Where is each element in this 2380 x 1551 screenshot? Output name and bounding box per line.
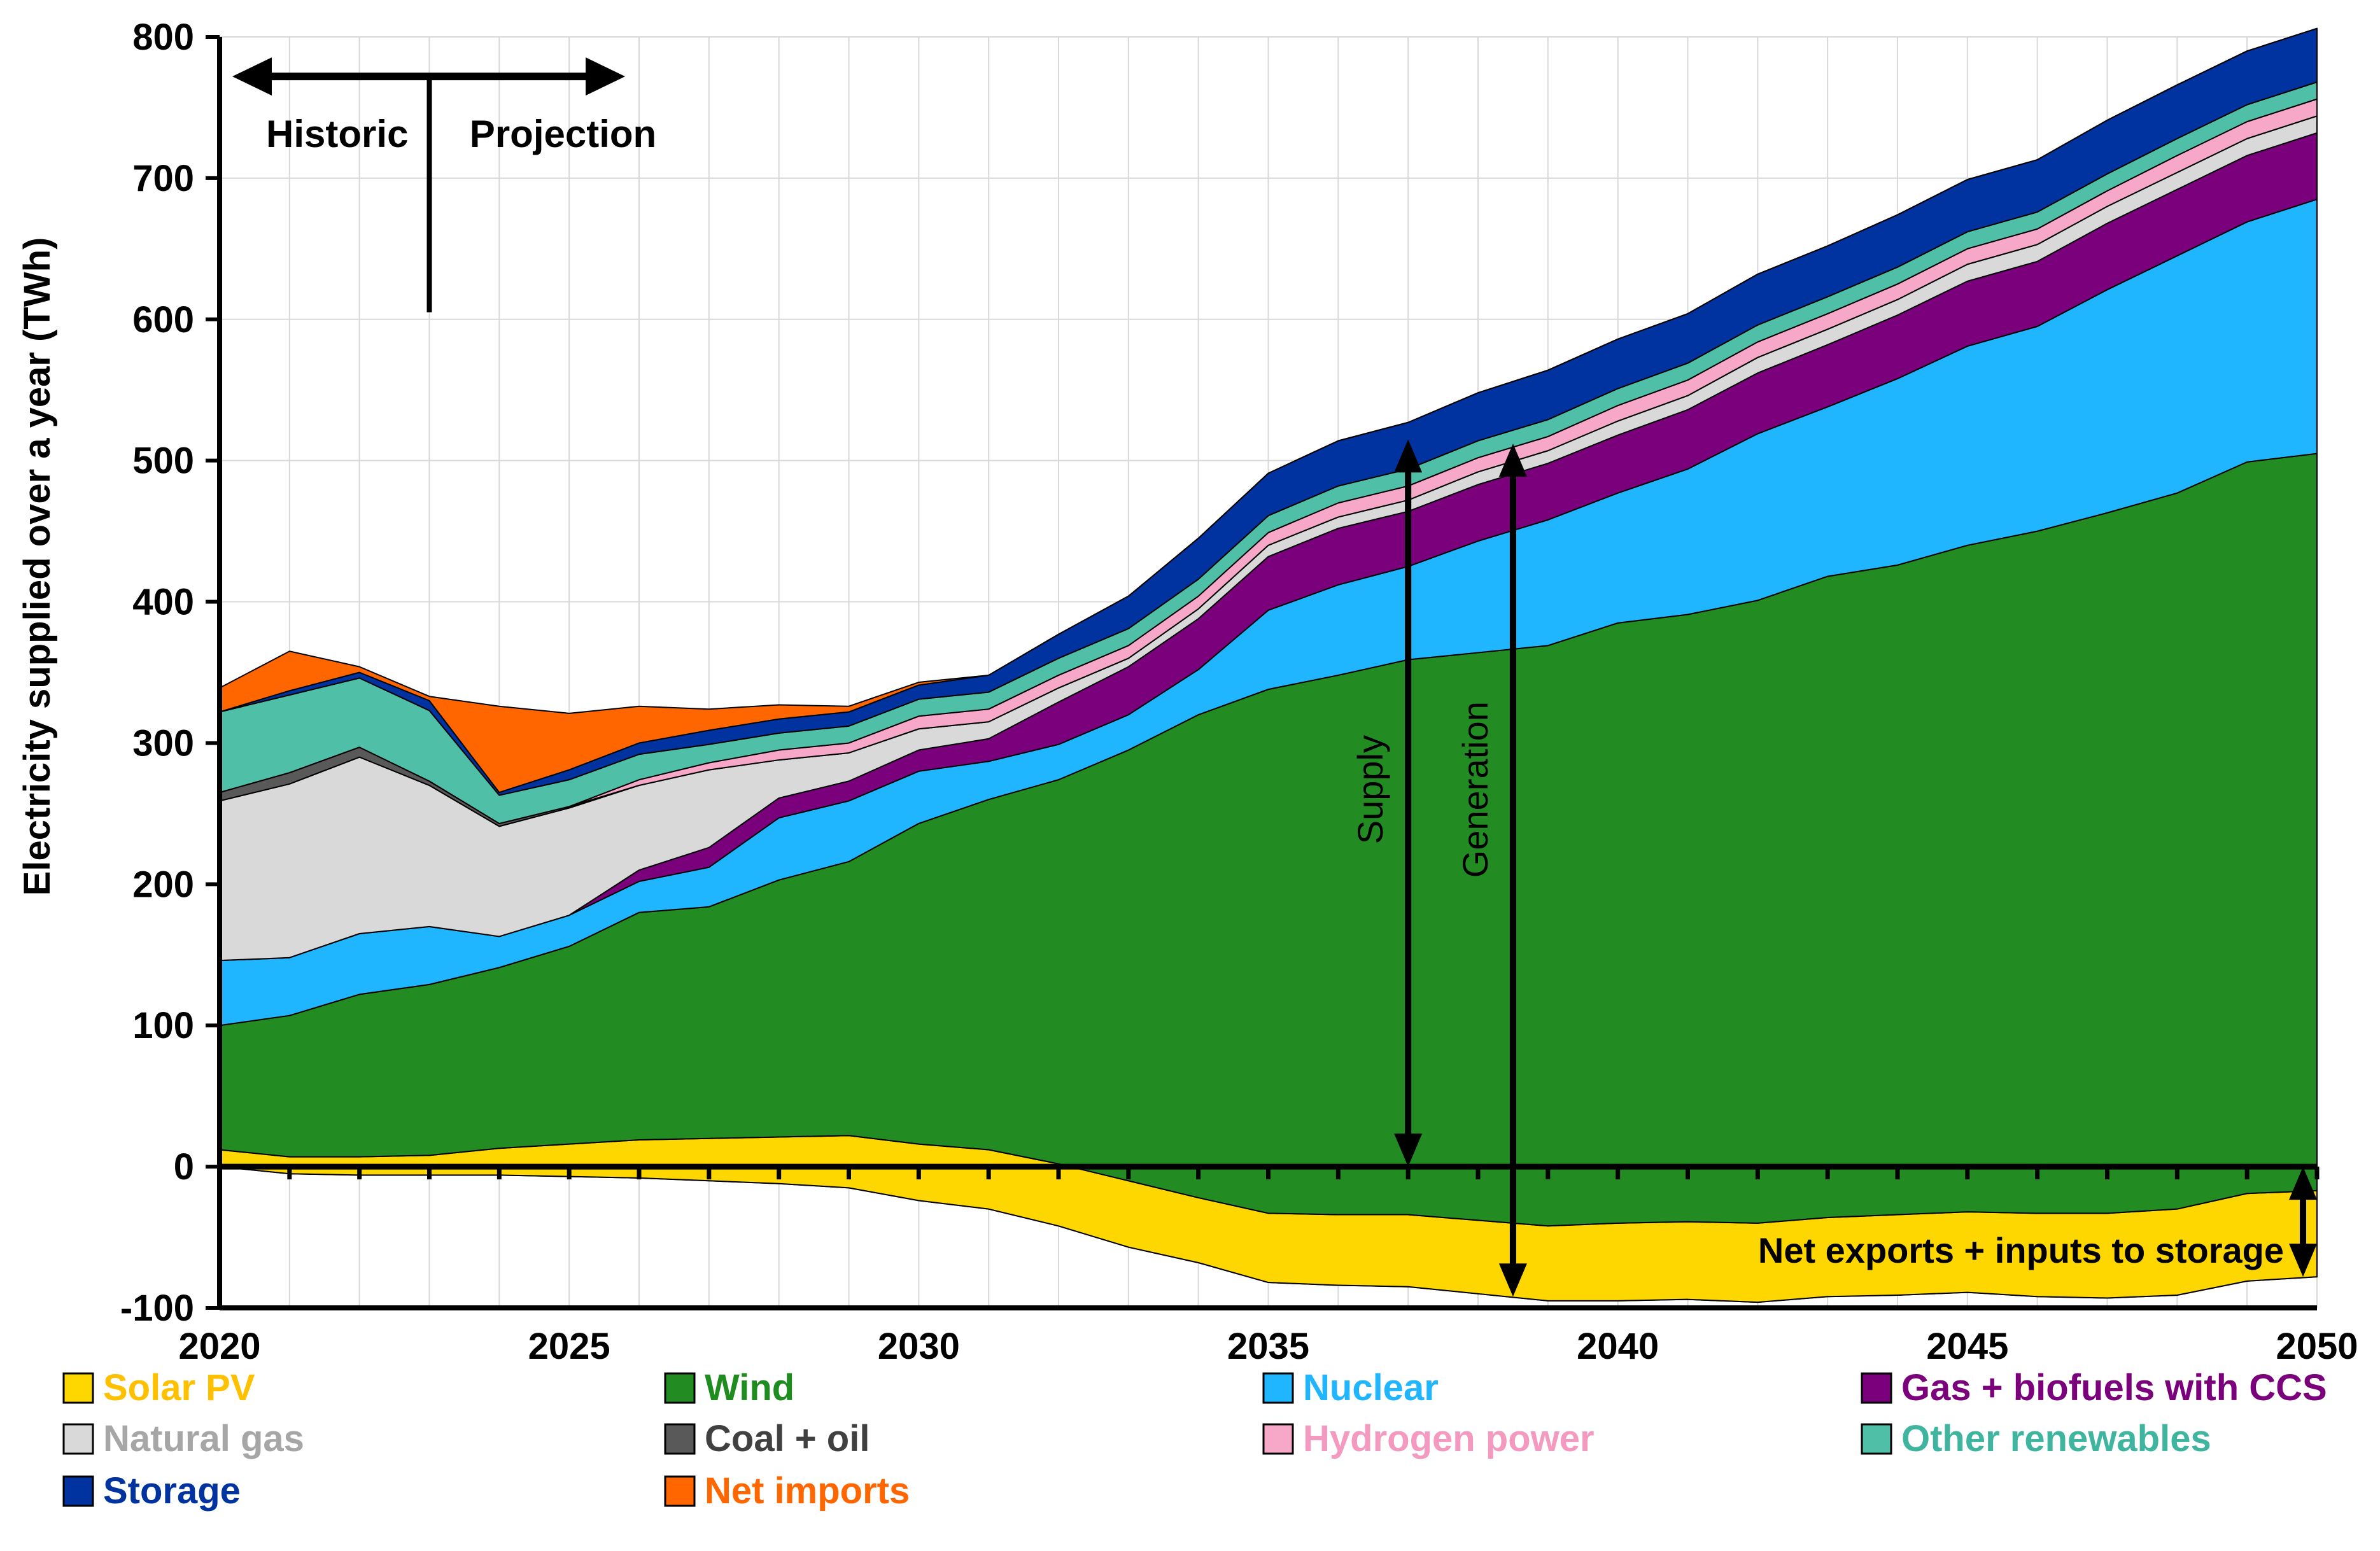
legend-natural-gas-label: Natural gas bbox=[103, 1418, 304, 1459]
legend-gas-biofuels-with-ccs-swatch bbox=[1861, 1372, 1892, 1404]
legend-other-renewables-swatch bbox=[1861, 1423, 1892, 1455]
legend-storage-label: Storage bbox=[103, 1470, 241, 1512]
y-tick-label: 300 bbox=[132, 722, 194, 764]
legend-solar-pv-label: Solar PV bbox=[103, 1367, 255, 1408]
legend: Solar PV Wind Nuclear Gas + biofuels with C… bbox=[62, 1367, 2327, 1512]
generation-label: Generation bbox=[1455, 701, 1495, 878]
x-tick-label: 2025 bbox=[528, 1326, 610, 1367]
x-tick-label: 2050 bbox=[2276, 1326, 2358, 1367]
supply-label: Supply bbox=[1350, 735, 1390, 844]
legend-coal-oil-swatch bbox=[664, 1423, 696, 1455]
area-net-imports bbox=[219, 27, 2318, 794]
x-tick-label: 2040 bbox=[1577, 1326, 1659, 1367]
net-exports-arrow-head-top bbox=[2289, 1167, 2318, 1200]
legend-storage-swatch bbox=[62, 1475, 94, 1507]
y-tick-label: 0 bbox=[174, 1146, 194, 1188]
y-tick-label: 800 bbox=[132, 17, 194, 58]
y-tick-label: 400 bbox=[132, 582, 194, 623]
legend-hydrogen-power-label: Hydrogen power bbox=[1303, 1418, 1595, 1459]
legend-wind-label: Wind bbox=[705, 1367, 794, 1408]
y-tick-label: 600 bbox=[132, 299, 194, 340]
legend-wind-swatch bbox=[664, 1372, 696, 1404]
legend-other-renewables-label: Other renewables bbox=[1901, 1418, 2211, 1459]
arrow-head-left bbox=[232, 57, 272, 96]
historic-label: Historic bbox=[266, 113, 408, 155]
x-tick-label: 2020 bbox=[178, 1326, 260, 1367]
supply-arrow-head-top bbox=[1394, 439, 1423, 473]
legend-natural-gas-swatch bbox=[62, 1423, 94, 1455]
legend-solar-pv-swatch bbox=[62, 1372, 94, 1404]
y-axis-title: Electricity supplied over a year (TWh) bbox=[17, 237, 58, 896]
generation-arrow-head-bottom bbox=[1498, 1263, 1527, 1297]
legend-net-imports-swatch bbox=[664, 1475, 696, 1507]
annotations: Historic Projection Supply Generation Ne… bbox=[232, 57, 2318, 1297]
supply-arrow-head-bottom bbox=[1394, 1133, 1423, 1167]
legend-nuclear-swatch bbox=[1262, 1372, 1294, 1404]
legend-net-imports-label: Net imports bbox=[705, 1470, 910, 1512]
x-tick-label: 2030 bbox=[878, 1326, 960, 1367]
legend-gas-biofuels-with-ccs-label: Gas + biofuels with CCS bbox=[1901, 1367, 2327, 1408]
projection-label: Projection bbox=[470, 113, 656, 155]
y-tick-label: 200 bbox=[132, 864, 194, 905]
y-tick-label: 100 bbox=[132, 1005, 194, 1046]
x-tick-label: 2045 bbox=[1926, 1326, 2008, 1367]
legend-coal-oil-label: Coal + oil bbox=[705, 1418, 870, 1459]
net-exports-label: Net exports + inputs to storage bbox=[1758, 1230, 2284, 1270]
generation-arrow-head-top bbox=[1498, 444, 1527, 477]
axes bbox=[206, 35, 2320, 1310]
arrow-head-right bbox=[586, 57, 626, 96]
y-tick-label: 700 bbox=[132, 158, 194, 199]
legend-hydrogen-power-swatch bbox=[1262, 1423, 1294, 1455]
x-tick-label: 2035 bbox=[1227, 1326, 1309, 1367]
legend-nuclear-label: Nuclear bbox=[1303, 1367, 1439, 1408]
stacked-areas bbox=[219, 27, 2318, 1303]
net-exports-arrow-head-bottom bbox=[2289, 1244, 2318, 1277]
x-tick-labels: 2020 2025 2030 2035 2040 2045 2050 bbox=[178, 1326, 2358, 1367]
y-tick-label: -100 bbox=[120, 1288, 194, 1329]
y-tick-labels: 800 700 600 500 400 300 200 100 0 -100 bbox=[120, 17, 194, 1329]
y-tick-label: 500 bbox=[132, 440, 194, 482]
